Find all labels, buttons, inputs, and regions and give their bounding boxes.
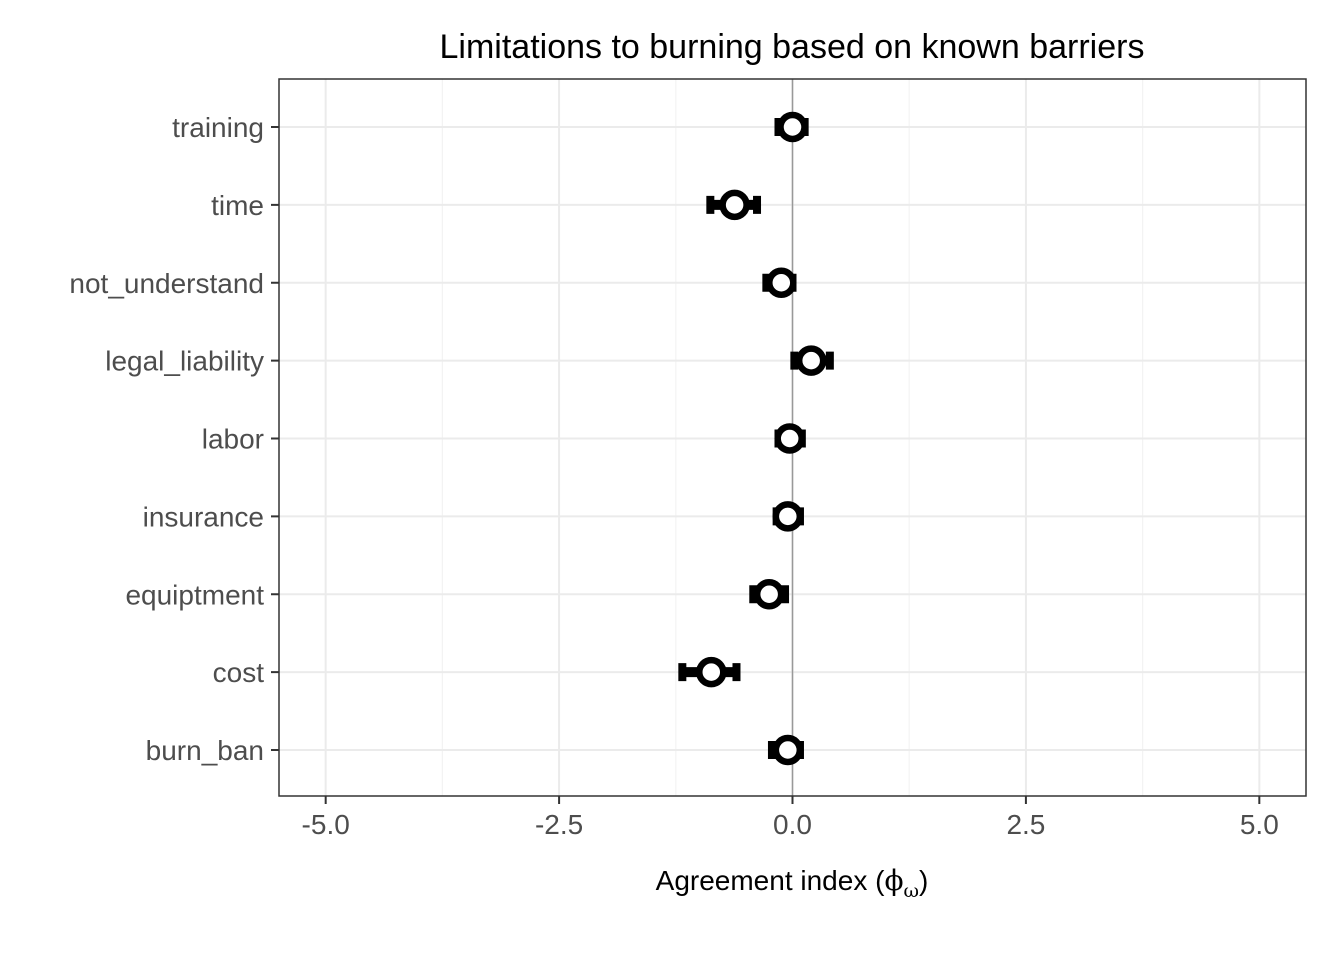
point-labor [774,423,805,454]
error-cap-high-time [753,195,762,214]
y-tick-label: legal_liability [105,346,264,377]
error-cap-low-legal_liability [790,351,799,370]
point-cost [696,656,727,688]
point-not_understand [766,267,797,298]
x-axis-title-symbol: ϕ [884,864,903,897]
error-cap-low-cost [678,663,687,682]
error-cap-low-equiptment [749,585,758,604]
x-axis-title-subscript: ω [904,880,920,902]
point-insurance [772,501,804,532]
x-tick-label: 0.0 [773,809,812,840]
y-tick-label: insurance [143,501,264,532]
error-cap-low-time [706,195,715,214]
data-marks [678,111,834,766]
y-tick-label: burn_ban [146,735,264,766]
y-tick-label: time [211,190,264,221]
point-equiptment [753,579,785,610]
x-tick-label: 2.5 [1006,809,1045,840]
y-tick-label: cost [213,657,265,688]
x-axis-title-text: Agreement index ( [656,865,885,896]
x-tick-label: 5.0 [1240,809,1279,840]
error-cap-high-cost [732,663,741,682]
point-time [719,189,750,221]
x-tick-label: -2.5 [535,809,583,840]
error-cap-low-burn_ban [767,741,776,759]
y-tick-label: training [172,112,264,143]
x-axis-title: Agreement index (ϕω) [656,864,929,902]
error-cap-high-legal_liability [825,351,834,370]
axes: training time not_understand legal_liabilit… [69,112,1278,840]
y-tick-label: labor [202,424,264,455]
point-burn_ban [772,734,804,766]
x-tick-label: -5.0 [302,809,350,840]
error-cap-high-equiptment [781,585,790,604]
y-tick-label: equiptment [125,579,264,610]
chart-title: Limitations to burning based on known ba… [440,28,1145,66]
x-axis-title-close: ) [919,865,928,896]
y-tick-label: not_understand [69,268,264,299]
point-legal_liability [795,345,827,376]
point-training [777,111,808,143]
